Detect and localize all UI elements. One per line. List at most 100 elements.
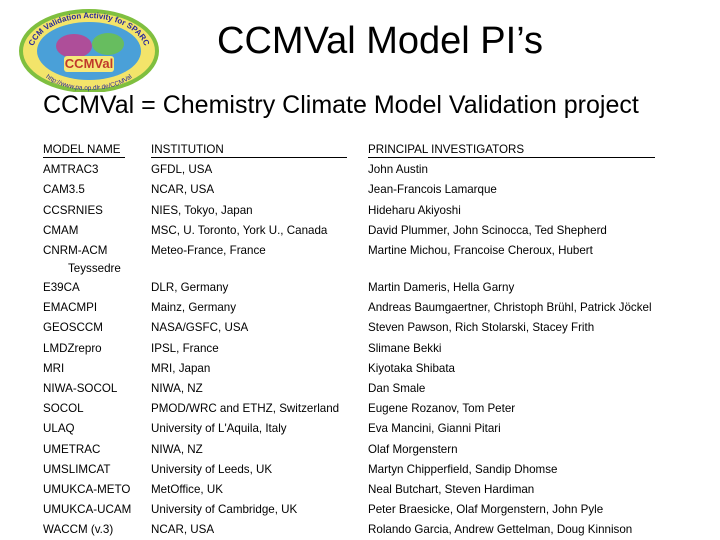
table-cell-cell: NCAR, USA: [151, 183, 214, 197]
table-cell: PMOD/WRC and ETHZ, Switzerland: [151, 402, 340, 416]
table-cell-cell: ULAQ: [43, 422, 75, 436]
table-cell-cell: University of L'Aquila, Italy: [151, 422, 287, 436]
table-cell: Martine Michou, Francoise Cheroux, Huber…: [368, 244, 593, 257]
table-cell: MRI, Japan: [151, 361, 211, 375]
logo-blob: [56, 34, 92, 58]
table-cell: UMETRAC: [43, 442, 101, 456]
table-cell: NCAR, USA: [151, 523, 215, 537]
table-cell: University of Cambridge, UK: [151, 503, 298, 517]
column-header-cell: PRINCIPAL INVESTIGATORS: [368, 143, 655, 158]
table-cell-cell: LMDZrepro: [43, 342, 102, 356]
table-cell: David Plummer, John Scinocca, Ted Shephe…: [368, 223, 607, 237]
column-header-cell: INSTITUTION: [151, 143, 347, 158]
table-cell-cell: UMETRAC: [43, 443, 100, 457]
table-cell: University of Leeds, UK: [151, 462, 273, 476]
table-cell-cell: Eva Mancini, Gianni Pitari: [368, 422, 501, 436]
table-cell-cell: NIES, Tokyo, Japan: [151, 204, 253, 218]
table-cell: NIWA-SOCOL: [43, 382, 118, 395]
table-cell: MRI: [43, 361, 65, 375]
table-cell-cell: Peter Braesicke, Olaf Morgenstern, John …: [368, 503, 603, 517]
table-cell-cell: Neal Butchart, Steven Hardiman: [368, 483, 534, 497]
table-cell-cell: John Austin: [368, 163, 428, 177]
column-header-cell: MODEL NAME: [43, 143, 125, 158]
table-cell: Eugene Rozanov, Tom Peter: [368, 402, 516, 416]
table-cell-cell: Slimane Bekki: [368, 342, 441, 356]
logo-blob: [92, 33, 124, 55]
table-cell: IPSL, France: [151, 341, 219, 355]
table-cell-cell: UMUKCA-UCAM: [43, 503, 131, 517]
table-cell-cell: Mainz, Germany: [151, 301, 236, 315]
table-cell-cell: Martine Michou, Francoise Cheroux, Huber…: [368, 244, 593, 258]
table-cell: MSC, U. Toronto, York U., Canada: [151, 223, 328, 237]
table-cell: Andreas Baumgaertner, Christoph Brühl, P…: [368, 301, 652, 315]
table-cell-cell: MRI: [43, 362, 64, 376]
table-cell-cell: MRI, Japan: [151, 362, 210, 376]
table-cell-cell: NCAR, USA: [151, 523, 214, 537]
table-cell: Hideharu Akiyoshi: [368, 203, 461, 217]
table-cell-cell: CCSRNIES: [43, 204, 103, 218]
table-cell-cell: Martyn Chipperfield, Sandip Dhomse: [368, 463, 557, 477]
table-cell: CAM3.5: [43, 183, 85, 197]
table-cell: Meteo-France, France: [151, 244, 266, 257]
table-cell: John Austin: [368, 163, 428, 177]
table-cell-cell: University of Leeds, UK: [151, 463, 272, 477]
table-cell-cell: PMOD/WRC and ETHZ, Switzerland: [151, 402, 339, 416]
logo-label-box: [64, 56, 114, 72]
table-cell: Neal Butchart, Steven Hardiman: [368, 483, 535, 496]
table-cell-cell: NIWA-SOCOL: [43, 382, 117, 396]
logo: CCM Validation Activity for SPARC http:/…: [19, 9, 159, 92]
table-cell: SOCOL: [43, 402, 84, 416]
table-cell: WACCM (v.3): [43, 523, 114, 537]
table-cell-cell: DLR, Germany: [151, 281, 228, 295]
table-cell: E39CA: [43, 281, 80, 294]
table-cell: NIWA, NZ: [151, 382, 203, 395]
table-cell: CNRM-ACM: [43, 244, 108, 257]
table-cell: Martyn Chipperfield, Sandip Dhomse: [368, 462, 558, 476]
table-cell-cell: MSC, U. Toronto, York U., Canada: [151, 224, 327, 238]
table-cell: NIES, Tokyo, Japan: [151, 203, 253, 217]
table-cell: DLR, Germany: [151, 281, 229, 294]
table-cell: GEOSCCM: [43, 321, 103, 335]
table-cell: Slimane Bekki: [368, 341, 442, 355]
column-header: MODEL NAME: [43, 143, 125, 158]
continuation-text-cell: Teyssedre: [68, 262, 121, 276]
table-cell-cell: UMUKCA-METO: [43, 483, 130, 497]
table-cell-cell: GEOSCCM: [43, 321, 103, 335]
table-cell-cell: IPSL, France: [151, 342, 219, 356]
table-cell: Eva Mancini, Gianni Pitari: [368, 422, 501, 436]
table-cell-cell: University of Cambridge, UK: [151, 503, 297, 517]
table-cell-cell: Dan Smale: [368, 382, 425, 396]
title: CCMVal Model PI’s: [217, 20, 543, 62]
table-cell: Olaf Morgenstern: [368, 442, 458, 456]
table-cell: CMAM: [43, 223, 79, 237]
table-cell-cell: WACCM (v.3): [43, 523, 113, 537]
table-cell: Steven Pawson, Rich Stolarski, Stacey Fr…: [368, 321, 595, 335]
table-cell-cell: GFDL, USA: [151, 163, 212, 177]
table-cell-cell: NIWA, NZ: [151, 382, 203, 396]
table-cell: University of L'Aquila, Italy: [151, 422, 287, 436]
table-cell: GFDL, USA: [151, 163, 213, 177]
table-cell: Peter Braesicke, Olaf Morgenstern, John …: [368, 503, 604, 517]
table-cell-cell: Kiyotaka Shibata: [368, 362, 455, 376]
table-cell: NIWA, NZ: [151, 442, 203, 456]
table-cell: Jean-Francois Lamarque: [368, 183, 497, 197]
table-cell: CCSRNIES: [43, 203, 103, 217]
table-cell: NCAR, USA: [151, 183, 215, 197]
continuation-text: Teyssedre: [68, 262, 121, 275]
table-cell-cell: Andreas Baumgaertner, Christoph Brühl, P…: [368, 301, 652, 315]
table-cell-cell: NIWA, NZ: [151, 443, 203, 457]
table-cell-cell: E39CA: [43, 281, 80, 295]
table-cell-cell: Martin Dameris, Hella Garny: [368, 281, 514, 295]
table-cell: NASA/GSFC, USA: [151, 321, 249, 335]
table-cell-cell: Eugene Rozanov, Tom Peter: [368, 402, 515, 416]
table-cell-cell: UMSLIMCAT: [43, 463, 110, 477]
table-cell: Mainz, Germany: [151, 301, 237, 315]
logo-name: CCMVal: [65, 56, 113, 71]
table-cell: LMDZrepro: [43, 341, 102, 355]
table-cell: EMACMPI: [43, 301, 98, 315]
table-cell-cell: Hideharu Akiyoshi: [368, 204, 461, 218]
table-cell-cell: CNRM-ACM: [43, 244, 107, 258]
table-cell-cell: Rolando Garcia, Andrew Gettelman, Doug K…: [368, 523, 632, 537]
table-cell: Kiyotaka Shibata: [368, 361, 456, 375]
column-header: INSTITUTION: [151, 143, 347, 158]
